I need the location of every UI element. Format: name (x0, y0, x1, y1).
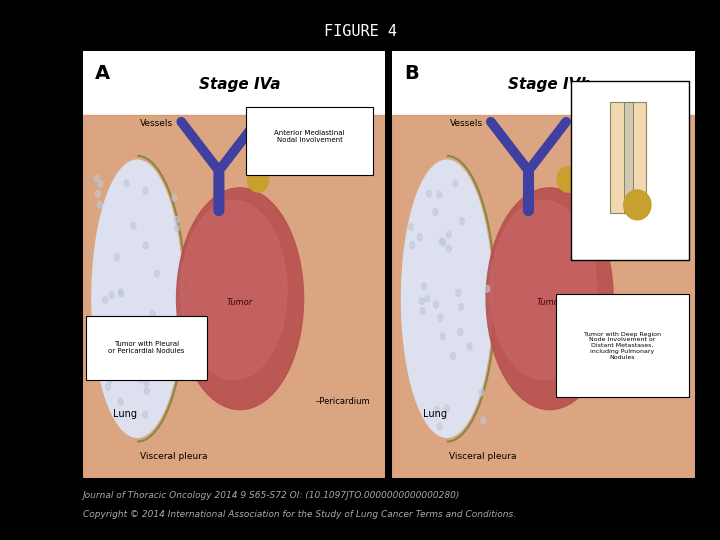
Circle shape (131, 222, 136, 229)
Circle shape (163, 369, 168, 376)
Text: Tumor with Deep Region
Node Involvement or
Distant Metastases,
including Pulmona: Tumor with Deep Region Node Involvement … (584, 332, 661, 360)
Circle shape (420, 298, 424, 305)
Text: Vessels: Vessels (140, 119, 174, 129)
Circle shape (94, 175, 99, 182)
Circle shape (441, 333, 445, 340)
Circle shape (433, 209, 438, 215)
Ellipse shape (181, 201, 287, 380)
Circle shape (481, 417, 486, 424)
Circle shape (439, 238, 444, 245)
Bar (83, 116, 385, 478)
Circle shape (451, 353, 456, 360)
Circle shape (418, 234, 422, 240)
Ellipse shape (176, 188, 304, 410)
Circle shape (118, 399, 123, 405)
Circle shape (144, 388, 149, 394)
Circle shape (456, 289, 461, 296)
Circle shape (479, 389, 484, 396)
Circle shape (426, 191, 431, 197)
Circle shape (98, 180, 103, 187)
Ellipse shape (557, 166, 578, 192)
Circle shape (437, 423, 442, 430)
Ellipse shape (92, 160, 183, 437)
Text: Vessels: Vessels (450, 119, 483, 129)
Circle shape (143, 187, 148, 194)
FancyBboxPatch shape (571, 81, 689, 260)
Ellipse shape (402, 160, 492, 437)
Circle shape (420, 308, 425, 314)
Circle shape (408, 224, 413, 231)
Circle shape (444, 405, 449, 411)
Circle shape (106, 383, 111, 390)
Text: B: B (405, 64, 419, 83)
Circle shape (453, 180, 458, 187)
Ellipse shape (248, 166, 269, 192)
Circle shape (124, 180, 129, 187)
Text: Lung: Lung (113, 409, 137, 419)
Circle shape (155, 270, 159, 277)
Bar (610, 103, 647, 213)
Text: Tumor: Tumor (536, 299, 563, 307)
Bar (624, 103, 633, 213)
Bar (392, 116, 695, 478)
Circle shape (422, 283, 426, 290)
Circle shape (437, 191, 442, 198)
Circle shape (438, 314, 443, 321)
Circle shape (467, 343, 472, 350)
Circle shape (459, 303, 464, 310)
Circle shape (446, 245, 451, 252)
Circle shape (150, 310, 156, 318)
Circle shape (441, 239, 446, 246)
Circle shape (114, 254, 120, 260)
Text: Visceral pleura: Visceral pleura (140, 452, 207, 461)
Circle shape (139, 376, 143, 383)
Text: Visceral pleura: Visceral pleura (449, 452, 517, 461)
Circle shape (143, 242, 148, 249)
FancyBboxPatch shape (86, 316, 207, 380)
Ellipse shape (624, 190, 651, 220)
Text: Tumor: Tumor (227, 299, 253, 307)
Circle shape (95, 191, 100, 198)
Circle shape (459, 218, 464, 225)
Circle shape (174, 217, 179, 223)
Circle shape (109, 292, 114, 299)
Circle shape (117, 329, 122, 336)
Text: FIGURE 4: FIGURE 4 (323, 24, 397, 39)
FancyBboxPatch shape (556, 294, 689, 397)
Circle shape (119, 290, 124, 297)
Text: Lung: Lung (423, 409, 446, 419)
Ellipse shape (491, 201, 596, 380)
Circle shape (446, 231, 451, 238)
Circle shape (410, 242, 415, 248)
Circle shape (100, 373, 105, 380)
Text: Anterior Mediastinal
Nodal Involvement: Anterior Mediastinal Nodal Involvement (274, 130, 345, 143)
Circle shape (172, 194, 177, 201)
Text: A: A (95, 64, 110, 83)
Circle shape (144, 380, 149, 387)
Text: Copyright © 2014 International Association for the Study of Lung Cancer Terms an: Copyright © 2014 International Associati… (83, 510, 516, 519)
Text: Stage IVa: Stage IVa (199, 77, 281, 92)
Circle shape (425, 295, 430, 302)
Text: Journal of Thoracic Oncology 2014 9 S65-S72 OI: (10.1097JTO.0000000000000280): Journal of Thoracic Oncology 2014 9 S65-… (83, 490, 460, 500)
Circle shape (108, 376, 113, 383)
Circle shape (485, 286, 490, 292)
Circle shape (118, 289, 123, 296)
FancyBboxPatch shape (246, 107, 373, 175)
Circle shape (97, 201, 102, 208)
Circle shape (458, 328, 462, 335)
Ellipse shape (486, 188, 613, 410)
Circle shape (96, 340, 101, 347)
Text: Tumor with Pleural
or Pericardial Nodules: Tumor with Pleural or Pericardial Nodule… (108, 341, 184, 354)
Circle shape (143, 411, 148, 418)
Circle shape (174, 225, 179, 232)
Circle shape (434, 407, 439, 413)
Circle shape (129, 349, 134, 355)
Text: Stage IVb: Stage IVb (508, 77, 591, 92)
Text: –Pericardium: –Pericardium (315, 396, 370, 406)
Circle shape (103, 296, 108, 303)
Circle shape (433, 301, 438, 308)
